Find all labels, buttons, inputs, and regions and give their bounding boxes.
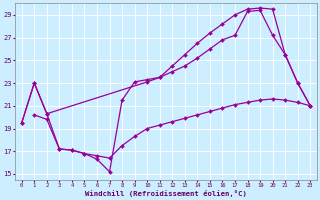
X-axis label: Windchill (Refroidissement éolien,°C): Windchill (Refroidissement éolien,°C) <box>85 190 247 197</box>
